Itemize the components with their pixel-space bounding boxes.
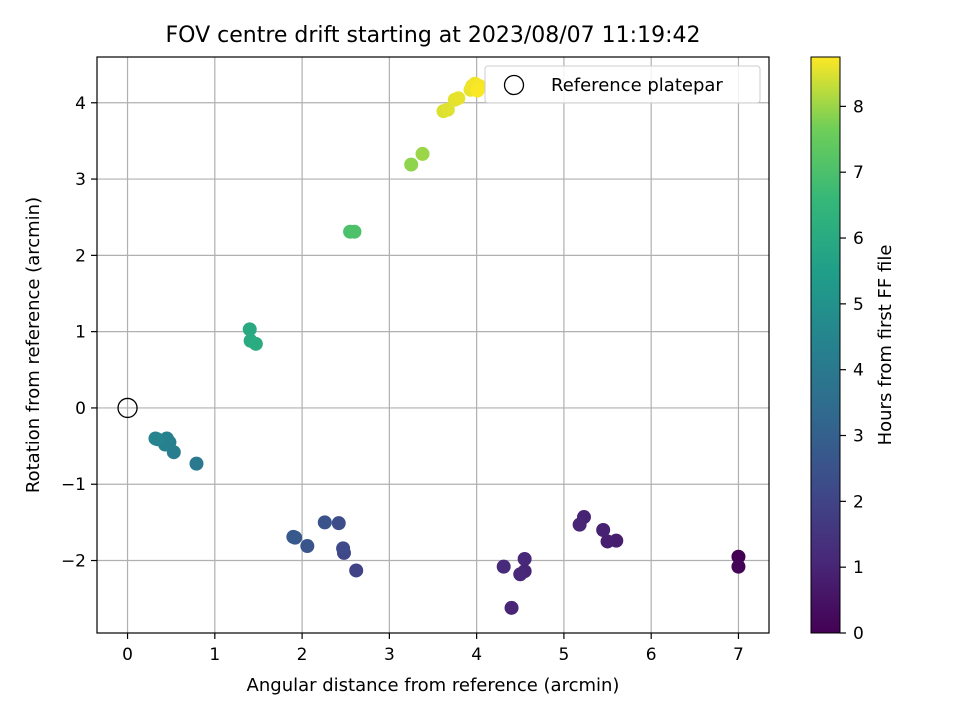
colorbar-tick-label: 0 <box>853 624 864 644</box>
data-point <box>242 322 257 337</box>
colorbar-label: Hours from first FF file <box>875 245 896 446</box>
data-point <box>517 551 532 566</box>
data-point <box>189 456 204 471</box>
x-axis-label: Angular distance from reference (arcmin) <box>247 675 620 696</box>
data-point <box>415 146 430 161</box>
data-point <box>440 102 455 117</box>
colorbar-tick-label: 6 <box>853 229 864 249</box>
data-point <box>349 563 364 578</box>
data-point <box>596 523 611 538</box>
x-tick-label: 7 <box>733 645 744 665</box>
x-tick-label: 4 <box>471 645 482 665</box>
data-point <box>317 515 332 530</box>
y-axis-label: Rotation from reference (arcmin) <box>23 197 44 493</box>
colorbar-tick-label: 5 <box>853 295 864 315</box>
data-point <box>731 559 746 574</box>
colorbar-tick-label: 1 <box>853 558 864 578</box>
data-points <box>117 76 746 615</box>
data-point <box>286 529 301 544</box>
y-tick-label: 2 <box>75 246 86 266</box>
x-axis-ticks: 0 1 2 3 4 5 6 7 <box>122 633 744 665</box>
data-point <box>451 91 466 106</box>
colorbar-tick-label: 4 <box>853 361 864 381</box>
colorbar-tick-label: 3 <box>853 427 864 447</box>
chart-title: FOV centre drift starting at 2023/08/07 … <box>166 23 701 48</box>
y-axis-ticks: −2 −1 0 1 2 3 4 <box>61 94 97 572</box>
plot-area-frame <box>96 56 770 634</box>
x-tick-label: 6 <box>646 645 657 665</box>
y-tick-label: −1 <box>61 475 86 495</box>
data-point <box>572 517 587 532</box>
data-point <box>331 516 346 531</box>
x-tick-label: 2 <box>297 645 308 665</box>
x-tick-label: 1 <box>209 645 220 665</box>
data-point <box>300 539 315 554</box>
y-tick-label: 0 <box>75 399 86 419</box>
colorbar-tick-label: 8 <box>853 97 864 117</box>
data-point <box>731 549 746 564</box>
data-point <box>496 559 511 574</box>
y-tick-label: 1 <box>75 323 86 343</box>
y-tick-label: 3 <box>75 170 86 190</box>
data-point <box>513 567 528 582</box>
data-point <box>404 157 419 172</box>
y-tick-label: −2 <box>61 552 86 572</box>
y-tick-label: 4 <box>75 94 86 114</box>
legend-marker-reference <box>503 74 525 96</box>
data-point <box>600 534 615 549</box>
legend-box <box>484 65 761 104</box>
x-tick-label: 0 <box>122 645 133 665</box>
data-point <box>148 431 163 446</box>
x-tick-label: 3 <box>384 645 395 665</box>
reference-platepar-marker <box>117 397 138 419</box>
colorbar-tick-label: 2 <box>853 492 864 512</box>
grid-lines <box>97 57 769 633</box>
data-point <box>248 336 263 351</box>
data-point <box>336 541 351 556</box>
legend: Reference platepar <box>484 65 761 104</box>
legend-label-reference: Reference platepar <box>551 75 723 96</box>
data-point <box>504 600 519 615</box>
colorbar-tick-label: 7 <box>853 163 864 183</box>
colorbar-ticks: 0 1 2 3 4 5 6 7 8 <box>840 97 864 644</box>
data-point <box>347 224 362 239</box>
data-point <box>470 83 485 98</box>
x-tick-label: 5 <box>558 645 569 665</box>
colorbar <box>810 56 841 634</box>
